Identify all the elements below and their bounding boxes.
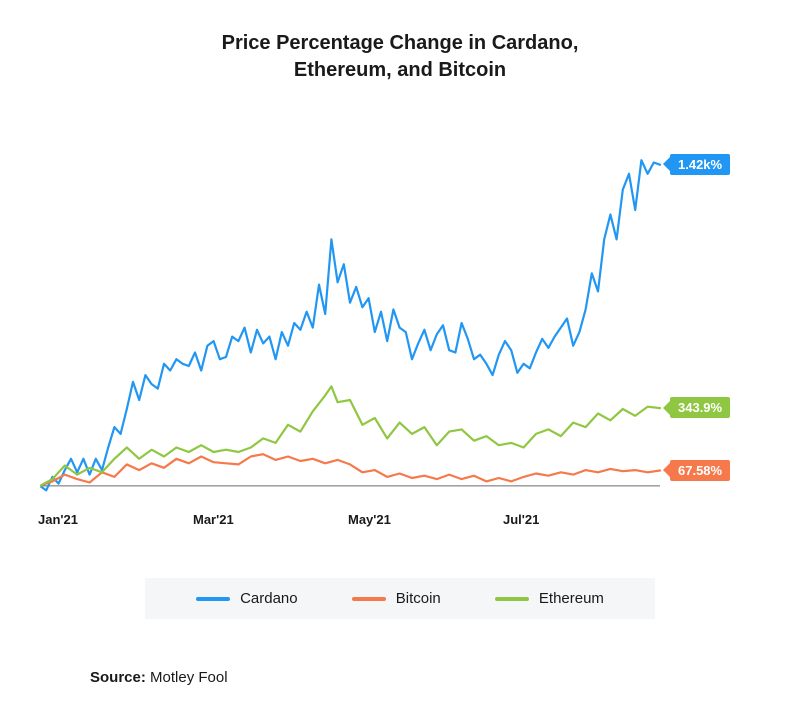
end-label-bitcoin: 67.58% xyxy=(670,460,730,481)
x-tick: May'21 xyxy=(348,512,391,527)
x-tick: Mar'21 xyxy=(193,512,234,527)
legend-label: Ethereum xyxy=(539,590,604,607)
legend-item-ethereum: Ethereum xyxy=(495,590,604,607)
legend-label: Cardano xyxy=(240,590,298,607)
series-ethereum xyxy=(40,386,660,486)
legend: Cardano Bitcoin Ethereum xyxy=(145,578,655,619)
legend-swatch xyxy=(352,597,386,601)
plot-area: 1.42k%67.58%343.9% xyxy=(40,124,720,504)
x-tick: Jan'21 xyxy=(38,512,78,527)
end-label-cardano: 1.42k% xyxy=(670,154,730,175)
title-line-2: Ethereum, and Bitcoin xyxy=(294,59,506,81)
source-attribution: Source: Motley Fool xyxy=(90,669,760,686)
series-cardano xyxy=(40,160,660,490)
source-label: Source: xyxy=(90,669,146,686)
plot-svg xyxy=(40,124,720,504)
legend-swatch xyxy=(495,597,529,601)
legend-swatch xyxy=(196,597,230,601)
x-tick: Jul'21 xyxy=(503,512,539,527)
chart-title: Price Percentage Change in Cardano, Ethe… xyxy=(40,30,760,84)
title-line-1: Price Percentage Change in Cardano, xyxy=(222,32,579,54)
series-bitcoin xyxy=(40,454,660,486)
legend-item-bitcoin: Bitcoin xyxy=(352,590,441,607)
legend-item-cardano: Cardano xyxy=(196,590,298,607)
source-value: Motley Fool xyxy=(150,669,228,686)
legend-label: Bitcoin xyxy=(396,590,441,607)
end-label-ethereum: 343.9% xyxy=(670,397,730,418)
x-axis-ticks: Jan'21 Mar'21 May'21 Jul'21 xyxy=(40,510,720,530)
chart-container: Price Percentage Change in Cardano, Ethe… xyxy=(0,0,800,719)
